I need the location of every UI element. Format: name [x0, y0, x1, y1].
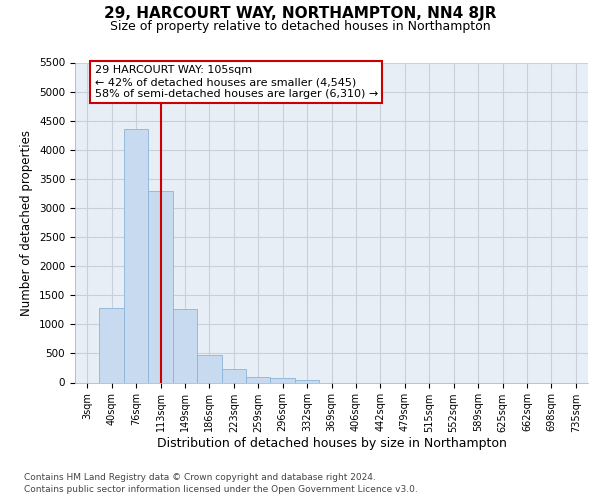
- Text: Contains public sector information licensed under the Open Government Licence v3: Contains public sector information licen…: [24, 485, 418, 494]
- Bar: [124, 130, 148, 382]
- Bar: [173, 308, 197, 382]
- Y-axis label: Number of detached properties: Number of detached properties: [20, 130, 34, 316]
- Bar: [271, 378, 295, 382]
- Bar: [221, 369, 246, 382]
- Text: 29 HARCOURT WAY: 105sqm
← 42% of detached houses are smaller (4,545)
58% of semi: 29 HARCOURT WAY: 105sqm ← 42% of detache…: [95, 66, 378, 98]
- X-axis label: Distribution of detached houses by size in Northampton: Distribution of detached houses by size …: [157, 438, 506, 450]
- Text: Contains HM Land Registry data © Crown copyright and database right 2024.: Contains HM Land Registry data © Crown c…: [24, 472, 376, 482]
- Bar: [148, 190, 173, 382]
- Bar: [246, 376, 271, 382]
- Text: Size of property relative to detached houses in Northampton: Size of property relative to detached ho…: [110, 20, 490, 33]
- Text: 29, HARCOURT WAY, NORTHAMPTON, NN4 8JR: 29, HARCOURT WAY, NORTHAMPTON, NN4 8JR: [104, 6, 496, 21]
- Bar: [100, 308, 124, 382]
- Bar: [197, 354, 221, 382]
- Bar: [295, 380, 319, 382]
